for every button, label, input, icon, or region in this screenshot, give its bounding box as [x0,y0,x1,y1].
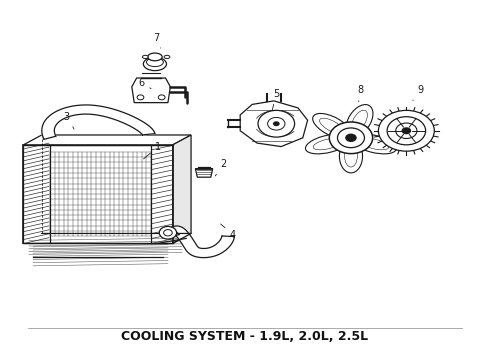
Ellipse shape [147,53,162,61]
Polygon shape [173,135,191,243]
Circle shape [396,123,417,139]
Polygon shape [240,101,308,147]
Polygon shape [24,135,191,145]
Text: 9: 9 [413,85,424,100]
Text: COOLING SYSTEM - 1.9L, 2.0L, 2.5L: COOLING SYSTEM - 1.9L, 2.0L, 2.5L [122,330,368,343]
Text: 3: 3 [64,112,74,129]
Ellipse shape [340,139,363,173]
Text: 2: 2 [215,159,226,176]
Ellipse shape [144,57,167,71]
Circle shape [258,111,294,137]
Circle shape [158,95,165,100]
Polygon shape [42,105,155,139]
Circle shape [137,95,144,100]
Polygon shape [24,145,173,243]
Text: 4: 4 [220,224,236,239]
Text: 5: 5 [272,89,279,111]
Text: 8: 8 [358,85,364,102]
Ellipse shape [313,113,351,139]
Polygon shape [171,226,234,258]
Ellipse shape [346,104,373,136]
Ellipse shape [305,134,349,154]
Text: 6: 6 [138,78,151,89]
Circle shape [378,111,434,151]
Circle shape [338,128,365,148]
Circle shape [387,117,426,145]
Ellipse shape [147,58,163,67]
Text: 1: 1 [144,141,161,159]
Text: 7: 7 [153,32,161,48]
Polygon shape [132,78,171,103]
Circle shape [159,226,176,239]
Ellipse shape [164,55,170,58]
Circle shape [345,134,357,142]
Ellipse shape [353,134,396,154]
Ellipse shape [143,55,148,58]
Circle shape [273,121,280,126]
Circle shape [268,117,285,130]
Polygon shape [196,169,213,177]
Circle shape [329,122,372,154]
Circle shape [401,127,411,134]
